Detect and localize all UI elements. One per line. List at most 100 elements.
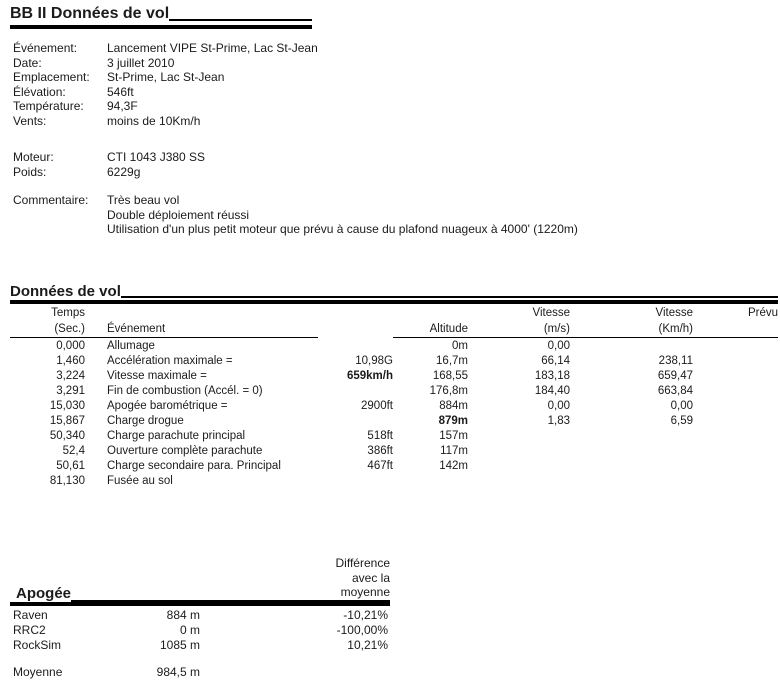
comment-block: Commentaire: Très beau vol Double déploi… [10, 193, 770, 237]
info-value: St-Prime, Lac St-Jean [107, 70, 225, 84]
cell-altitude: 157m [439, 430, 468, 442]
average-value: 984,5 m [156, 664, 200, 679]
cell-altitude: 117m [440, 445, 468, 457]
flight-title-baseline-rule [120, 296, 778, 298]
apogee-row: RockSim 1085 m 10,21% [10, 638, 390, 653]
info-label: Élévation: [13, 84, 66, 99]
cell-prevu [693, 459, 778, 474]
cell-event: Fin de combustion (Accél. = 0) [107, 385, 263, 397]
info-label: Emplacement: [13, 70, 90, 84]
flight-table-row: 52,4 Ouverture complète parachute 386ft … [10, 444, 778, 459]
flight-table-header-row1: Temps Vitesse Vitesse Prévu [10, 306, 778, 320]
apogee-baseline-rule [71, 599, 336, 602]
cell-time: 15,867 [49, 415, 85, 427]
apogee-value: 884 m [166, 607, 200, 622]
info-row: Température: 94,3F [10, 99, 770, 114]
cell-event: Charge secondaire para. Principal [107, 460, 281, 472]
cell-vitesse-ms: 0,00 [547, 340, 570, 352]
flight-table-header-row2: (Sec.) Événement Altitude (m/s) (Km/h) [10, 322, 778, 336]
cell-prevu [693, 399, 778, 414]
cell-vitesse-kmh: 238,11 [658, 355, 693, 367]
cell-event: Charge drogue [107, 415, 184, 427]
flight-table-row: 15,030 Apogée barométrique = 2900ft 884m… [10, 399, 778, 414]
col-header-prevu: Prévu [747, 307, 778, 319]
cell-value [318, 414, 393, 429]
cell-altitude [393, 474, 468, 489]
cell-vitesse-ms: 66,14 [541, 355, 570, 367]
flight-table-body: 0,000 Allumage 0m 0,00 1,460 Accélératio… [10, 339, 778, 489]
apogee-source-name: RockSim [13, 637, 62, 652]
cell-altitude: 16,7m [436, 355, 468, 367]
col-header-vitesse-ms: Vitesse [532, 307, 570, 319]
flight-data-section: Données de vol Temps Vitesse Vitesse Pré… [10, 283, 778, 489]
cell-prevu [693, 474, 778, 489]
cell-value: 659km/h [346, 370, 393, 382]
apogee-row: RRC2 0 m -100,00% [10, 623, 390, 638]
flight-table-row: 50,61 Charge secondaire para. Principal … [10, 459, 778, 474]
comment-line: Très beau vol [107, 193, 180, 207]
cell-time: 3,224 [56, 370, 85, 382]
cell-vitesse-kmh [570, 429, 693, 444]
col-header-altitude: Altitude [429, 323, 468, 335]
apogee-value: 0 m [179, 622, 200, 637]
cell-prevu [693, 369, 778, 384]
info-row: Poids: 6229g [10, 165, 770, 180]
cell-vitesse-kmh [570, 444, 693, 459]
flight-table-row: 50,340 Charge parachute principal 518ft … [10, 429, 778, 444]
document-header: BB II Données de vol [10, 4, 312, 29]
cell-time: 50,61 [56, 460, 85, 472]
flight-table-row: 15,867 Charge drogue 879m 1,83 6,59 [10, 414, 778, 429]
cell-value [318, 384, 393, 399]
cell-time: 15,030 [49, 400, 85, 412]
apogee-section: Apogée Différence avec la moyenne Raven … [10, 556, 390, 680]
info-label: Vents: [13, 113, 47, 128]
apogee-section-title: Apogée [16, 584, 72, 602]
header-rule-left-segment [10, 336, 318, 338]
col-header-evenement: Événement [107, 323, 166, 335]
comment-label: Commentaire: [13, 193, 89, 207]
flight-thick-rule [10, 300, 778, 304]
flight-header-underline [10, 336, 778, 338]
info-value: Lancement VIPE St-Prime, Lac St-Jean [107, 41, 318, 55]
info-value: CTI 1043 J380 SS [107, 150, 206, 164]
average-label: Moyenne [13, 664, 63, 679]
cell-altitude: 142m [439, 460, 468, 472]
cell-prevu [693, 414, 778, 429]
info-value: 3 juillet 2010 [107, 55, 175, 70]
info-row: Événement: Lancement VIPE St-Prime, Lac … [10, 41, 770, 56]
cell-prevu [693, 354, 778, 369]
info-row: Moteur: CTI 1043 J380 SS [10, 150, 770, 165]
diff-header-line3: moyenne [340, 585, 390, 599]
info-label: Date: [13, 55, 42, 70]
info-value: 546ft [107, 84, 134, 99]
apogee-row: Raven 884 m -10,21% [10, 608, 390, 623]
info-value: moins de 10Km/h [107, 113, 201, 128]
cell-vitesse-kmh [570, 459, 693, 474]
info-label: Poids: [13, 164, 47, 179]
col-header-sec: (Sec.) [54, 323, 85, 335]
cell-vitesse-kmh: 663,84 [657, 385, 693, 397]
flight-table-row: 3,224 Vitesse maximale = 659km/h 168,55 … [10, 369, 778, 384]
cell-altitude: 176,8m [429, 385, 468, 397]
cell-vitesse-kmh [570, 474, 693, 489]
cell-prevu [693, 339, 778, 354]
cell-vitesse-ms [468, 444, 570, 459]
header-rule-right-segment [393, 336, 778, 338]
col-header-vitesse-kmh: Vitesse [655, 307, 693, 319]
apogee-difference: -100,00% [336, 622, 388, 637]
info-value: 6229g [107, 164, 141, 179]
motor-info-list: Moteur: CTI 1043 J380 SS Poids: 6229g [10, 150, 770, 179]
info-row: Élévation: 546ft [10, 85, 770, 100]
apogee-table-body: Raven 884 m -10,21% RRC2 0 m -100,00% Ro… [10, 608, 390, 653]
flight-table-row: 1,460 Accélération maximale = 10,98G 16,… [10, 354, 778, 369]
cell-time: 3,291 [56, 385, 85, 397]
cell-vitesse-ms: 183,18 [534, 370, 570, 382]
cell-event: Charge parachute principal [107, 430, 246, 442]
cell-time: 52,4 [62, 445, 85, 457]
cell-event: Fusée au sol [107, 475, 173, 487]
col-header-kmh-unit: (Km/h) [658, 323, 694, 335]
cell-vitesse-kmh: 6,59 [670, 415, 693, 427]
cell-prevu [693, 444, 778, 459]
comment-lines: Très beau vol Double déploiement réussi … [107, 193, 578, 237]
